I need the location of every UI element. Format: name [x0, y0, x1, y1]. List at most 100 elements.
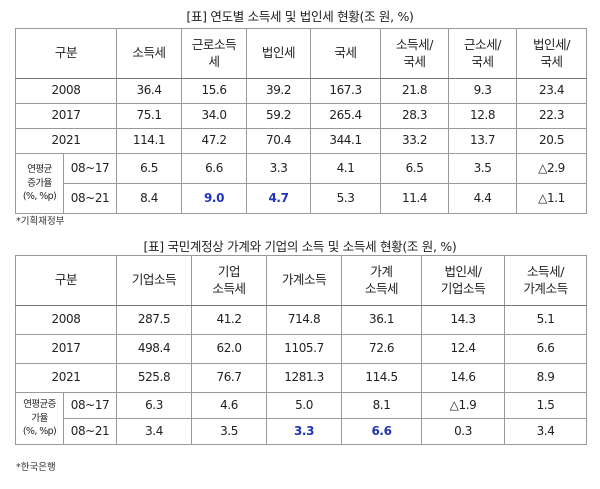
header-income-tax: 소득세 — [116, 28, 183, 79]
table2-caption: [표] 국민계정상 가계와 기업의 소득 및 소득세 현황(조 원, %) — [143, 239, 457, 254]
household-corporate-income-table: 구분 기업소득 기업 소득세 가계소득 가계 소득세 법인세/ 기업소득 소득세… — [14, 255, 588, 445]
cell: 1105.7 — [266, 334, 343, 364]
header-category: 구분 — [14, 28, 118, 79]
growth-rate-label: 연평균 증가율 (%, %p) — [15, 153, 64, 214]
cell: 41.2 — [191, 305, 268, 335]
cell: 62.0 — [191, 334, 268, 364]
header-corporate-income-tax: 기업 소득세 — [191, 255, 268, 306]
table-row: 2021 114.1 47.2 70.4 344.1 33.2 13.7 20.… — [14, 128, 588, 154]
table-row: 2017 75.1 34.0 59.2 265.4 28.3 12.8 22.3 — [14, 103, 588, 129]
cell: 8.1 — [341, 392, 423, 419]
cell: 1.5 — [504, 392, 588, 419]
cell: △1.9 — [421, 392, 506, 419]
table1-caption: [표] 연도별 소득세 및 법인세 현황(조 원, %) — [186, 9, 414, 24]
cell: 72.6 — [341, 334, 423, 364]
cell: 12.4 — [421, 334, 506, 364]
highlighted-cell: 4.7 — [246, 183, 312, 214]
header-income-tax-ratio: 소득세/ 가계소득 — [504, 255, 588, 306]
cell: 34.0 — [181, 103, 248, 129]
cell: 11.4 — [380, 183, 450, 214]
cell: 344.1 — [310, 128, 382, 154]
cell: 14.6 — [421, 363, 506, 393]
cell: 6.6 — [181, 153, 248, 184]
growth-period: 08~21 — [62, 418, 118, 445]
cell: 5.1 — [504, 305, 588, 335]
highlighted-cell: 9.0 — [181, 183, 248, 214]
cell: 287.5 — [116, 305, 193, 335]
table-header-row: 구분 소득세 근로소득 세 법인세 국세 소득세/ 국세 근소세/ 국세 법인세… — [14, 28, 588, 79]
cell: 5.3 — [310, 183, 382, 214]
cell: 33.2 — [380, 128, 450, 154]
cell: 14.3 — [421, 305, 506, 335]
cell: △1.1 — [516, 183, 588, 214]
cell: 3.5 — [191, 418, 268, 445]
header-corporate-tax-ratio: 법인세/ 기업소득 — [421, 255, 506, 306]
cell: 15.6 — [181, 78, 248, 104]
row-year: 2017 — [14, 334, 118, 364]
table-row: 연평균 증가율 (%, %p) 08~17 6.5 6.6 3.3 4.1 6.… — [15, 153, 588, 214]
table-row: 2021 525.8 76.7 1281.3 114.5 14.6 8.9 — [14, 363, 588, 393]
table1-source: *기획재정부 — [16, 216, 65, 227]
cell: 1281.3 — [266, 363, 343, 393]
row-year: 2008 — [14, 305, 118, 335]
cell: 6.3 — [116, 392, 193, 419]
highlighted-cell: 6.6 — [341, 418, 423, 445]
header-income-national-ratio: 소득세/ 국세 — [380, 28, 450, 79]
header-corporate-national-ratio: 법인세/ 국세 — [516, 28, 588, 79]
cell: 4.4 — [448, 183, 518, 214]
cell: 59.2 — [246, 103, 312, 129]
cell: 3.3 — [246, 153, 312, 184]
header-household-income-tax: 가계 소득세 — [341, 255, 423, 306]
growth-period: 08~17 — [62, 392, 118, 419]
cell: 12.8 — [448, 103, 518, 129]
income-corporate-tax-table: 구분 소득세 근로소득 세 법인세 국세 소득세/ 국세 근소세/ 국세 법인세… — [14, 28, 588, 214]
growth-period: 08~21 — [62, 183, 118, 214]
row-year: 2021 — [14, 363, 118, 393]
cell: 4.6 — [191, 392, 268, 419]
cell: 13.7 — [448, 128, 518, 154]
cell: 4.1 — [310, 153, 382, 184]
cell: 8.9 — [504, 363, 588, 393]
table-row: 2017 498.4 62.0 1105.7 72.6 12.4 6.6 — [14, 334, 588, 364]
cell: 39.2 — [246, 78, 312, 104]
header-corporate-tax: 법인세 — [246, 28, 312, 79]
table-header-row: 구분 기업소득 기업 소득세 가계소득 가계 소득세 법인세/ 기업소득 소득세… — [14, 255, 588, 306]
cell: 525.8 — [116, 363, 193, 393]
cell: △2.9 — [516, 153, 588, 184]
cell: 6.5 — [116, 153, 183, 184]
cell: 265.4 — [310, 103, 382, 129]
header-earned-income-tax: 근로소득 세 — [181, 28, 248, 79]
cell: 6.6 — [504, 334, 588, 364]
cell: 21.8 — [380, 78, 450, 104]
cell: 22.3 — [516, 103, 588, 129]
table-row: 2008 287.5 41.2 714.8 36.1 14.3 5.1 — [14, 305, 588, 335]
cell: 70.4 — [246, 128, 312, 154]
cell: 36.1 — [341, 305, 423, 335]
header-earned-national-ratio: 근소세/ 국세 — [448, 28, 518, 79]
cell: 114.1 — [116, 128, 183, 154]
cell: 47.2 — [181, 128, 248, 154]
table-row: 2008 36.4 15.6 39.2 167.3 21.8 9.3 23.4 — [14, 78, 588, 104]
cell: 36.4 — [116, 78, 183, 104]
header-household-income: 가계소득 — [266, 255, 343, 306]
cell: 9.3 — [448, 78, 518, 104]
cell: 75.1 — [116, 103, 183, 129]
header-national-tax: 국세 — [310, 28, 382, 79]
cell: 8.4 — [116, 183, 183, 214]
growth-rate-label: 연평균증 가율 (%, %p) — [15, 392, 64, 445]
table-row: 08~21 8.4 9.0 4.7 5.3 11.4 4.4 △1.1 — [16, 183, 588, 214]
cell: 5.0 — [266, 392, 343, 419]
cell: 3.4 — [116, 418, 193, 445]
header-category: 구분 — [14, 255, 118, 306]
cell: 28.3 — [380, 103, 450, 129]
cell: 76.7 — [191, 363, 268, 393]
cell: 3.4 — [504, 418, 588, 445]
row-year: 2008 — [14, 78, 118, 104]
cell: 20.5 — [516, 128, 588, 154]
cell: 714.8 — [266, 305, 343, 335]
header-corporate-income: 기업소득 — [116, 255, 193, 306]
cell: 167.3 — [310, 78, 382, 104]
row-year: 2017 — [14, 103, 118, 129]
growth-period: 08~17 — [62, 153, 118, 184]
cell: 23.4 — [516, 78, 588, 104]
